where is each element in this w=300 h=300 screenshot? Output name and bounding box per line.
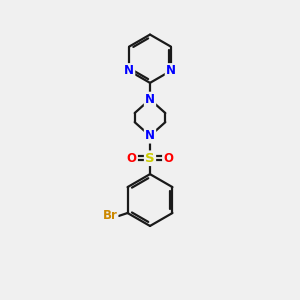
Text: O: O [127,152,137,165]
Text: O: O [163,152,173,165]
Text: N: N [166,64,176,77]
Text: N: N [145,129,155,142]
Text: S: S [145,152,155,165]
Text: Br: Br [102,209,117,223]
Text: N: N [124,64,134,77]
Text: N: N [145,93,155,106]
